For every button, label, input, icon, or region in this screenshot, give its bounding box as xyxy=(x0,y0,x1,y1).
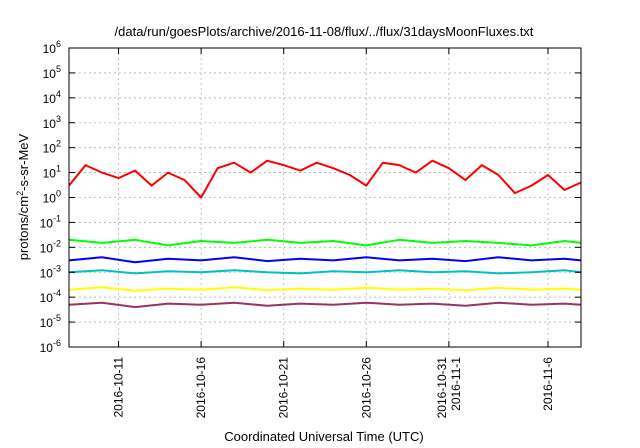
series-line-6 xyxy=(68,301,582,309)
y-axis-label: protons/cm2-s-sr-MeV xyxy=(15,133,31,260)
y-tick-base: 10 xyxy=(40,216,54,230)
y-tick-base: 10 xyxy=(43,67,57,81)
y-tick-exponent: 3 xyxy=(56,114,61,124)
series-line-4 xyxy=(68,256,582,264)
series-line-3 xyxy=(68,269,582,275)
series-line-5 xyxy=(68,286,582,292)
series-group xyxy=(68,159,582,309)
series-line-2 xyxy=(68,238,582,247)
y-tick-base: 10 xyxy=(43,167,57,181)
y-tick-label: 104 xyxy=(43,89,61,106)
y-tick-exponent: -1 xyxy=(53,213,61,223)
y-tick-label: 103 xyxy=(43,114,61,131)
x-tick-label: 2016-11-6 xyxy=(541,357,555,411)
x-tick-label: 2016-10-21 xyxy=(277,357,291,419)
x-tick-label: 2016-10-31 xyxy=(435,357,449,419)
y-axis-ticks: 10-610-510-410-310-210-11001011021031041… xyxy=(40,39,581,355)
y-tick-base: 10 xyxy=(43,42,57,56)
y-tick-exponent: 2 xyxy=(56,139,61,149)
y-tick-base: 10 xyxy=(43,117,57,131)
y-tick-exponent: -6 xyxy=(53,338,61,348)
y-axis-label-sup: 2 xyxy=(15,191,25,196)
y-tick-label: 100 xyxy=(43,189,61,206)
y-tick-exponent: 1 xyxy=(56,164,61,174)
y-tick-exponent: -2 xyxy=(53,238,61,248)
y-tick-exponent: 5 xyxy=(56,64,61,74)
y-axis-label-prefix: protons/cm xyxy=(16,196,31,260)
y-tick-base: 10 xyxy=(43,192,57,206)
x-tick-label: 2016-10-26 xyxy=(359,357,373,419)
y-tick-exponent: -4 xyxy=(53,288,61,298)
plot-frame xyxy=(68,47,582,348)
y-tick-exponent: -3 xyxy=(53,263,61,273)
y-tick-exponent: -5 xyxy=(53,313,61,323)
y-tick-label: 102 xyxy=(43,139,61,156)
y-tick-base: 10 xyxy=(40,316,54,330)
y-tick-label: 10-1 xyxy=(40,213,61,230)
y-tick-base: 10 xyxy=(40,241,54,255)
series-line-1 xyxy=(68,159,582,199)
y-tick-exponent: 0 xyxy=(56,189,61,199)
y-tick-exponent: 6 xyxy=(56,39,61,49)
x-axis-ticks: 2016-10-11 2016-10-16 2016-10-21 2016-10-26… xyxy=(112,48,555,418)
x-tick-label: 2016-10-16 xyxy=(194,357,208,419)
y-tick-base: 10 xyxy=(43,142,57,156)
x-tick-label: 2016-10-11 xyxy=(112,357,126,418)
y-tick-base: 10 xyxy=(40,266,54,280)
y-tick-exponent: 4 xyxy=(56,89,61,99)
y-tick-label: 10-4 xyxy=(40,288,61,305)
y-tick-label: 10-5 xyxy=(40,313,61,330)
chart-title: /data/run/goesPlots/archive/2016-11-08/f… xyxy=(115,24,534,39)
y-tick-label: 10-3 xyxy=(40,263,61,280)
x-axis-label: Coordinated Universal Time (UTC) xyxy=(224,429,423,444)
y-tick-label: 10-2 xyxy=(40,238,61,255)
y-tick-label: 10-6 xyxy=(40,338,61,355)
y-tick-base: 10 xyxy=(40,341,54,355)
y-tick-base: 10 xyxy=(43,92,57,106)
x-tick-label: 2016-11-1 xyxy=(449,357,463,411)
y-tick-label: 101 xyxy=(43,164,61,181)
y-tick-base: 10 xyxy=(40,291,54,305)
y-tick-label: 105 xyxy=(43,64,61,81)
y-tick-label: 106 xyxy=(43,39,61,56)
y-axis-label-suffix: -s-sr-MeV xyxy=(16,133,31,190)
